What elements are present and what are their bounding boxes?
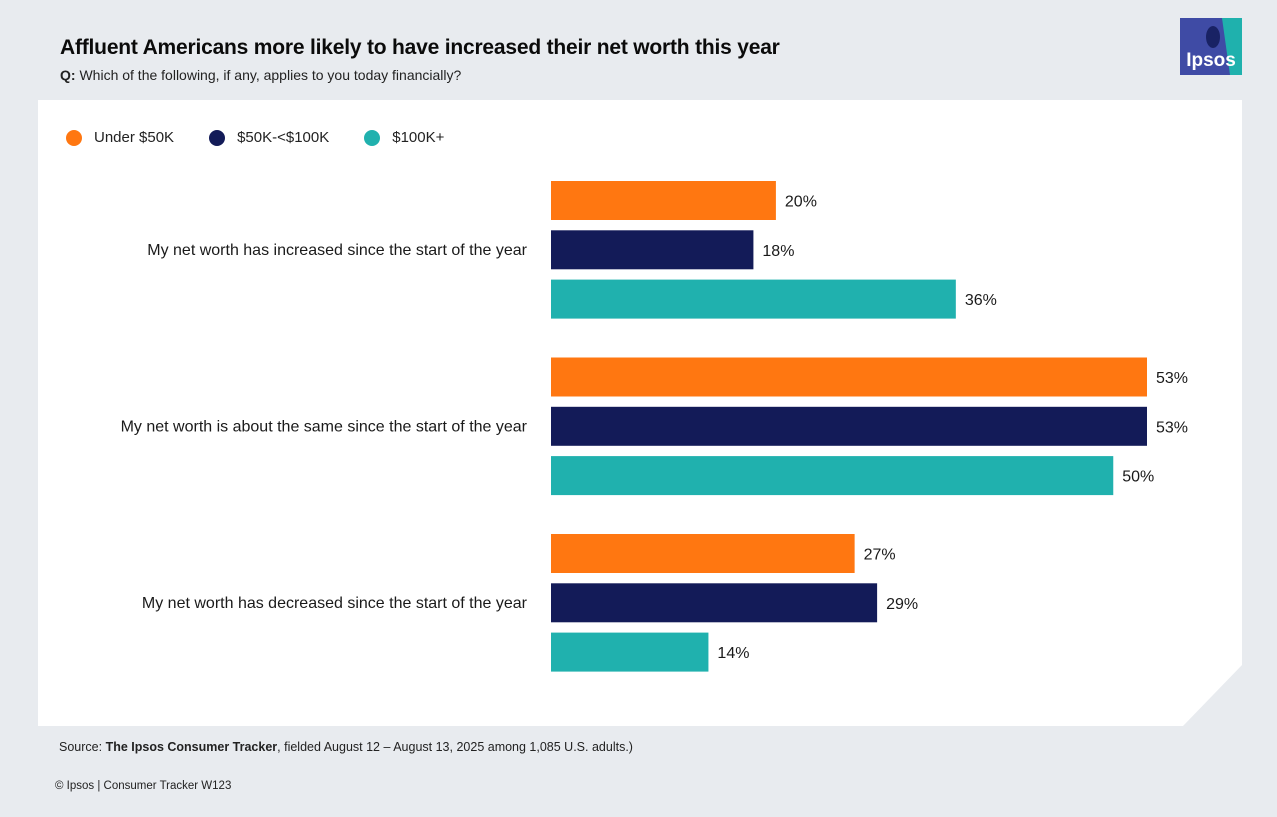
category-label: My net worth has increased since the sta… — [147, 242, 527, 259]
logo-accent — [1222, 18, 1242, 75]
logo-head-shape — [1206, 26, 1220, 48]
bar-under-50k — [551, 357, 1147, 397]
chart-title: Affluent Americans more likely to have i… — [60, 36, 780, 59]
data-label: 20% — [785, 194, 817, 211]
question-label: Q: — [60, 67, 76, 83]
legend-item-under-50k: Under $50K — [66, 129, 174, 146]
source-details: , fielded August 12 – August 13, 2025 am… — [277, 740, 633, 754]
data-label: 29% — [886, 596, 918, 613]
category-label: My net worth has decreased since the sta… — [142, 595, 528, 612]
question-text: Q: Which of the following, if any, appli… — [60, 67, 461, 83]
data-label: 50% — [1122, 469, 1154, 486]
legend-dot-under-50k — [66, 129, 82, 146]
legend-dot-50k-100k — [209, 129, 226, 146]
bar-50k-100k — [551, 230, 754, 270]
copyright: © Ipsos | Consumer Tracker W123 — [55, 780, 232, 792]
bar-100k — [551, 456, 1114, 496]
legend-label-50k-100k: $50K-<$100K — [237, 129, 330, 146]
data-label: 53% — [1156, 370, 1188, 387]
legend-dot-100k-plus — [364, 129, 381, 146]
source-note: Source: The Ipsos Consumer Tracker, fiel… — [59, 740, 633, 754]
bar-under-50k — [551, 181, 776, 220]
legend-label-under-50k: Under $50K — [94, 129, 175, 146]
source-name: The Ipsos Consumer Tracker — [105, 740, 278, 754]
legend-label-100k-plus: $100K+ — [392, 129, 445, 146]
source-prefix: Source: — [59, 740, 106, 754]
bar-50k-100k — [551, 406, 1147, 446]
bar-under-50k — [551, 534, 855, 573]
bar-50k-100k — [551, 583, 878, 623]
bar-100k — [551, 632, 709, 672]
question-body: Which of the following, if any, applies … — [79, 67, 462, 83]
legend: Under $50K $50K-<$100K $100K+ — [66, 129, 479, 146]
data-label: 53% — [1156, 419, 1188, 436]
logo-text: Ipsos — [1186, 50, 1236, 71]
category-label: My net worth is about the same since the… — [121, 418, 528, 435]
data-label: 18% — [762, 243, 794, 260]
bar-100k — [551, 279, 956, 319]
data-label: 27% — [864, 547, 896, 564]
ipsos-logo: Ipsos — [1180, 18, 1242, 75]
legend-item-100k-plus: $100K+ — [364, 129, 444, 146]
legend-item-50k-100k: $50K-<$100K — [209, 129, 329, 146]
data-label: 14% — [717, 645, 749, 662]
data-label: 36% — [965, 292, 997, 309]
